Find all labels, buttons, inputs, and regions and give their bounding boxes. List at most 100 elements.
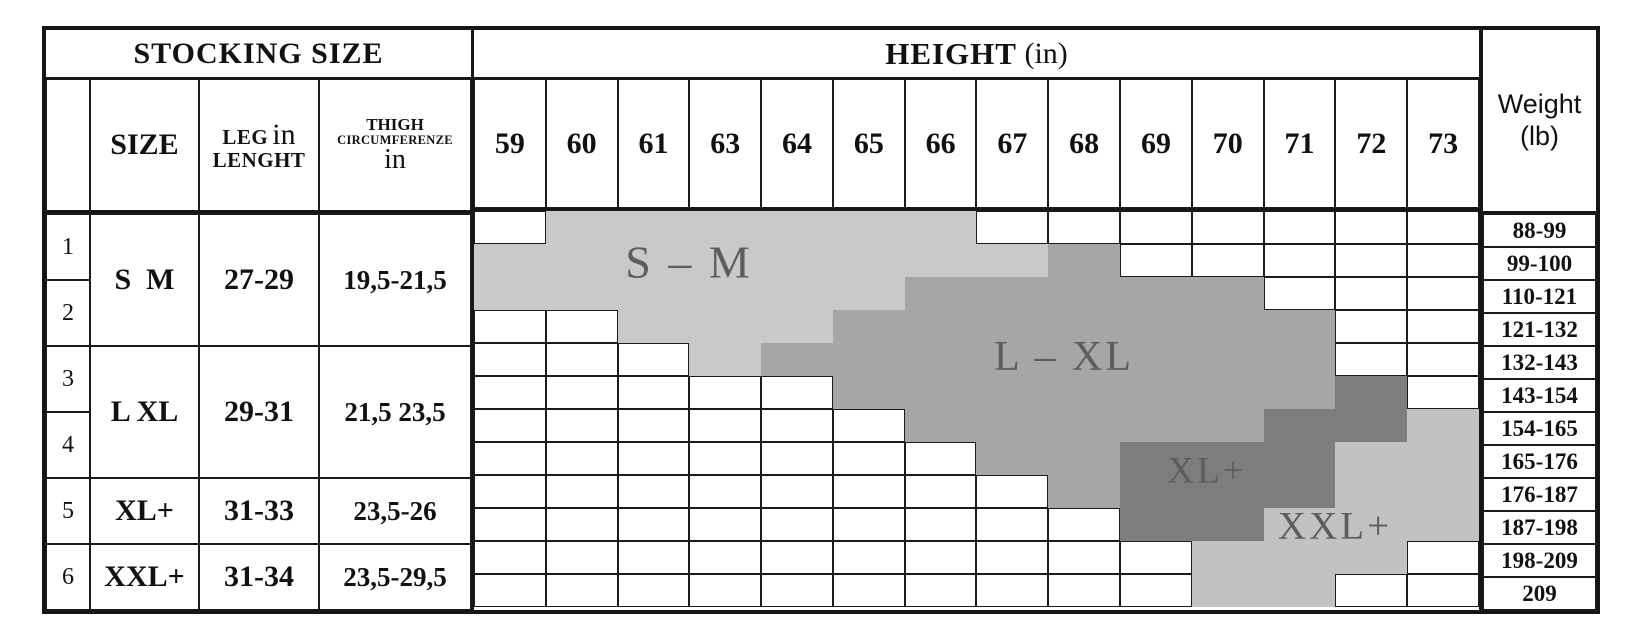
height-col-67: 67 bbox=[976, 79, 1048, 208]
grid-cell-h72-w187-198 bbox=[1335, 508, 1408, 541]
thigh-in-unit: in bbox=[384, 144, 406, 176]
size-value-lxl: L XL bbox=[90, 346, 199, 478]
grid-cell-h71-w132-143 bbox=[1263, 343, 1336, 376]
grid-cell-h61-w154-165 bbox=[617, 409, 690, 442]
weight-value-165-176: 165-176 bbox=[1483, 445, 1596, 478]
grid-cell-h68-w209 bbox=[1048, 574, 1121, 607]
height-col-72: 72 bbox=[1335, 79, 1407, 208]
grid-cell-h68-w143-154 bbox=[1048, 376, 1121, 409]
grid-cell-h59-w143-154 bbox=[474, 376, 546, 409]
leg-in-unit: in bbox=[272, 117, 296, 151]
grid-cell-h61-w99-100 bbox=[617, 244, 690, 277]
grid-cell-h59-w176-187 bbox=[474, 475, 546, 508]
grid-cell-h65-w176-187 bbox=[832, 475, 905, 508]
grid-cell-h65-w143-154 bbox=[832, 376, 905, 409]
grid-cell-h72-w198-209 bbox=[1335, 541, 1408, 574]
grid-cell-h64-w176-187 bbox=[761, 475, 833, 508]
height-col-63: 63 bbox=[689, 79, 761, 208]
thigh-value-xxlplus: 23,5-29,5 bbox=[319, 544, 471, 610]
grid-cell-h69-w176-187 bbox=[1120, 475, 1192, 508]
grid-cell-h69-w154-165 bbox=[1120, 409, 1192, 442]
grid-cell-h72-w88-99 bbox=[1335, 211, 1408, 244]
grid-cell-h66-w165-176 bbox=[904, 442, 977, 475]
weight-header-cell: Weight (lb) bbox=[1483, 30, 1596, 214]
grid-cell-h72-w110-121 bbox=[1335, 277, 1408, 310]
grid-cell-h73-w121-132 bbox=[1407, 310, 1479, 343]
grid-cell-h66-w121-132 bbox=[904, 310, 977, 343]
grid-cell-h65-w154-165 bbox=[832, 409, 905, 442]
grid-cell-h73-w88-99 bbox=[1407, 211, 1479, 244]
height-unit: (in) bbox=[1024, 36, 1068, 70]
grid-cell-h61-w143-154 bbox=[617, 376, 690, 409]
grid-cell-h70-w132-143 bbox=[1191, 343, 1264, 376]
grid-cell-h60-w121-132 bbox=[545, 310, 618, 343]
grid-cell-h69-w165-176 bbox=[1120, 442, 1192, 475]
height-col-60: 60 bbox=[546, 79, 618, 208]
grid-cell-h60-w154-165 bbox=[545, 409, 618, 442]
thigh-value-xlplus: 23,5-26 bbox=[319, 478, 471, 544]
grid-cell-h70-w187-198 bbox=[1191, 508, 1264, 541]
grid-cell-h63-w154-165 bbox=[689, 409, 762, 442]
grid-cell-h70-w209 bbox=[1191, 574, 1264, 607]
grid-cell-h63-w187-198 bbox=[689, 508, 762, 541]
weight-unit: (lb) bbox=[1520, 120, 1559, 151]
leg-length-column-header: LEG in LENGHT bbox=[199, 79, 319, 211]
grid-cell-h64-w165-176 bbox=[761, 442, 833, 475]
size-column-header: SIZE bbox=[90, 79, 199, 211]
row-number-3: 3 bbox=[46, 346, 90, 412]
grid-cell-h59-w110-121 bbox=[474, 277, 546, 310]
weight-value-132-143: 132-143 bbox=[1483, 346, 1596, 379]
size-chart-table: STOCKING SIZE SIZE LEG in LENGHT THIGH C… bbox=[42, 26, 1600, 614]
grid-cell-h63-w209 bbox=[689, 574, 762, 607]
grid-cell-h60-w110-121 bbox=[545, 277, 618, 310]
thigh-word: THIGH bbox=[366, 115, 424, 135]
thigh-circumference-column-header: THIGH CIRCUMFERENZE in bbox=[319, 79, 471, 211]
size-grid bbox=[474, 211, 1479, 607]
grid-cell-h69-w209 bbox=[1120, 574, 1192, 607]
grid-cell-h72-w176-187 bbox=[1335, 475, 1408, 508]
weight-value-143-154: 143-154 bbox=[1483, 379, 1596, 412]
grid-cell-h65-w187-198 bbox=[832, 508, 905, 541]
grid-cell-h72-w165-176 bbox=[1335, 442, 1408, 475]
grid-cell-h60-w143-154 bbox=[545, 376, 618, 409]
grid-cell-h69-w121-132 bbox=[1120, 310, 1192, 343]
grid-cell-h67-w99-100 bbox=[976, 244, 1049, 277]
stocking-size-header-row: SIZE LEG in LENGHT THIGH CIRCUMFERENZE i… bbox=[46, 79, 471, 214]
grid-cell-h71-w121-132 bbox=[1263, 310, 1336, 343]
grid-cell-h70-w121-132 bbox=[1191, 310, 1264, 343]
grid-cell-h63-w132-143 bbox=[689, 343, 762, 376]
grid-cell-h59-w198-209 bbox=[474, 541, 546, 574]
grid-cell-h72-w154-165 bbox=[1335, 409, 1408, 442]
grid-cell-h69-w88-99 bbox=[1120, 211, 1192, 244]
grid-cell-h70-w110-121 bbox=[1191, 277, 1264, 310]
row-number-5: 5 bbox=[46, 478, 90, 544]
size-value-xxlplus: XXL+ bbox=[90, 544, 199, 610]
grid-cell-h71-w165-176 bbox=[1263, 442, 1336, 475]
grid-cell-h71-w143-154 bbox=[1263, 376, 1336, 409]
weight-value-187-198: 187-198 bbox=[1483, 511, 1596, 544]
height-col-66: 66 bbox=[905, 79, 977, 208]
grid-cell-h72-w121-132 bbox=[1335, 310, 1408, 343]
grid-cell-h65-w121-132 bbox=[832, 310, 905, 343]
stocking-size-table: STOCKING SIZE SIZE LEG in LENGHT THIGH C… bbox=[46, 30, 474, 610]
grid-cell-h68-w154-165 bbox=[1048, 409, 1121, 442]
grid-cell-h66-w110-121 bbox=[904, 277, 977, 310]
grid-cell-h59-w121-132 bbox=[474, 310, 546, 343]
grid-cell-h67-w132-143 bbox=[976, 343, 1049, 376]
grid-cell-h67-w176-187 bbox=[976, 475, 1049, 508]
grid-cell-h66-w99-100 bbox=[904, 244, 977, 277]
grid-cell-h73-w110-121 bbox=[1407, 277, 1479, 310]
region-label-xlplus: XL+ bbox=[1167, 450, 1247, 492]
height-col-68: 68 bbox=[1048, 79, 1120, 208]
grid-cell-h72-w132-143 bbox=[1335, 343, 1408, 376]
grid-cell-h64-w143-154 bbox=[761, 376, 833, 409]
stocking-size-body: 1 2 3 4 5 6 S M 27-29 19,5-21,5 L XL 29-… bbox=[46, 214, 471, 610]
grid-cell-h59-w209 bbox=[474, 574, 546, 607]
weight-value-209: 209 bbox=[1483, 577, 1596, 610]
grid-cell-h66-w198-209 bbox=[904, 541, 977, 574]
grid-cell-h67-w187-198 bbox=[976, 508, 1049, 541]
grid-cell-h63-w198-209 bbox=[689, 541, 762, 574]
grid-cell-h73-w198-209 bbox=[1407, 541, 1479, 574]
grid-cell-h72-w99-100 bbox=[1335, 244, 1408, 277]
